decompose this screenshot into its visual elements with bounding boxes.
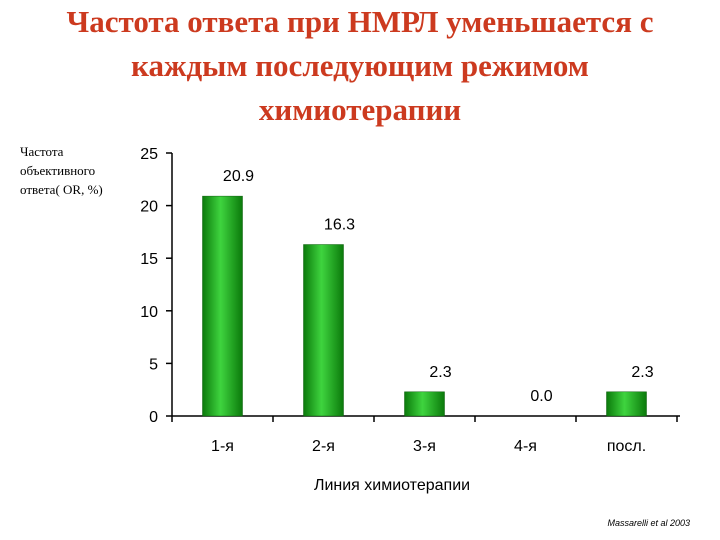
category-label: 2-я (312, 438, 335, 455)
data-label: 2.3 (429, 364, 451, 381)
y-tick-label: 0 (149, 409, 158, 426)
data-label: 20.9 (223, 168, 254, 185)
source-citation: Massarelli et al 2003 (607, 518, 690, 528)
y-tick-label: 5 (149, 356, 158, 373)
category-label: 3-я (413, 438, 436, 455)
y-tick-label: 10 (140, 304, 158, 321)
y-tick-label: 15 (140, 251, 158, 268)
chart-bars (202, 195, 647, 417)
chart-labels: 1-я 20.9 2-я 16.3 3-я 2.3 4-я 0.0 посл. 2.3 (211, 168, 654, 455)
bar (303, 244, 344, 417)
bar (606, 391, 647, 417)
title-line-1: Частота ответа при НМРЛ уменьшается с (66, 4, 654, 39)
title-line-3: химиотерапии (258, 92, 462, 127)
y-tick-label: 25 (140, 146, 158, 163)
y-axis-label: Частота объективного ответа( OR, %) (20, 142, 140, 199)
data-label: 2.3 (631, 364, 653, 381)
y-axis-label-line-1: Частота (20, 144, 64, 159)
y-axis-label-line-2: объективного (20, 163, 96, 178)
data-label: 0.0 (530, 388, 552, 405)
y-tick-label: 20 (140, 199, 158, 216)
x-axis-label: Линия химиотерапии (314, 477, 470, 494)
title-line-2: каждым последующим режимом (131, 48, 589, 83)
bar (404, 391, 445, 417)
category-label: 1-я (211, 438, 234, 455)
bar (202, 195, 243, 417)
y-axis-label-line-3: ответа( OR, %) (20, 182, 103, 197)
category-label: посл. (607, 438, 646, 455)
chart-title: Частота ответа при НМРЛ уменьшается с ка… (0, 0, 720, 132)
data-label: 16.3 (324, 217, 355, 234)
category-label: 4-я (514, 438, 537, 455)
